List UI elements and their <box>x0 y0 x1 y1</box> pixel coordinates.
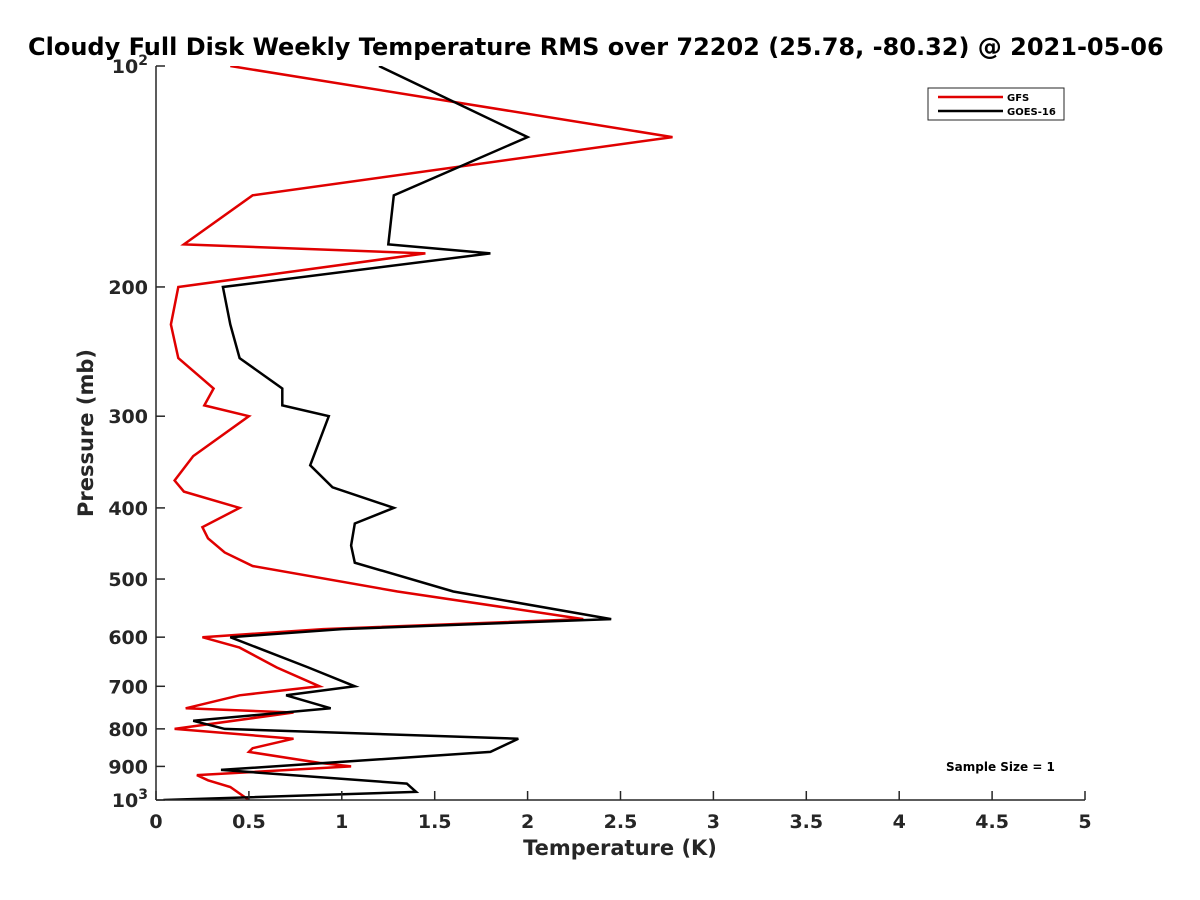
y-tick-label-power: 102 <box>112 53 148 78</box>
y-axis-label: Pressure (mb) <box>74 349 98 517</box>
y-ticks: 102 200 300 400 500 600 700 800 900 103 <box>108 53 165 812</box>
y-tick-label: 900 <box>108 756 148 778</box>
x-ticks: 0 0.5 1 1.5 2 2.5 3 3.5 4 4.5 5 <box>149 791 1092 833</box>
x-tick-label: 0 <box>149 811 162 833</box>
x-tick-label: 3 <box>707 811 720 833</box>
series-line-goes16 <box>163 66 612 800</box>
x-tick-label: 0.5 <box>232 811 266 833</box>
y-tick-label: 300 <box>108 406 148 428</box>
sample-size-annotation: Sample Size = 1 <box>946 760 1055 774</box>
y-tick-label-power: 103 <box>112 787 148 812</box>
x-tick-label: 1 <box>335 811 348 833</box>
legend-box <box>927 87 1065 121</box>
legend-label-gfs: GFS <box>1007 93 1029 104</box>
x-tick-label: 3.5 <box>789 811 823 833</box>
legend: GFS GOES-16 <box>927 87 1065 121</box>
y-tick-label: 400 <box>108 498 148 520</box>
x-tick-label: 5 <box>1078 811 1091 833</box>
x-tick-label: 4.5 <box>975 811 1009 833</box>
y-tick-label: 600 <box>108 627 148 649</box>
y-tick-label: 700 <box>108 676 148 698</box>
chart-title: Cloudy Full Disk Weekly Temperature RMS … <box>28 33 1164 61</box>
series-line-gfs <box>169 66 673 800</box>
legend-label-goes16: GOES-16 <box>1007 107 1056 118</box>
x-tick-label: 2 <box>521 811 534 833</box>
y-tick-label: 500 <box>108 569 148 591</box>
x-tick-label: 4 <box>893 811 906 833</box>
y-tick-label: 800 <box>108 719 148 741</box>
series-layer <box>163 66 673 800</box>
x-axis-label: Temperature (K) <box>523 836 717 860</box>
x-tick-label: 1.5 <box>418 811 452 833</box>
x-tick-label: 2.5 <box>604 811 638 833</box>
y-tick-label: 200 <box>108 277 148 299</box>
